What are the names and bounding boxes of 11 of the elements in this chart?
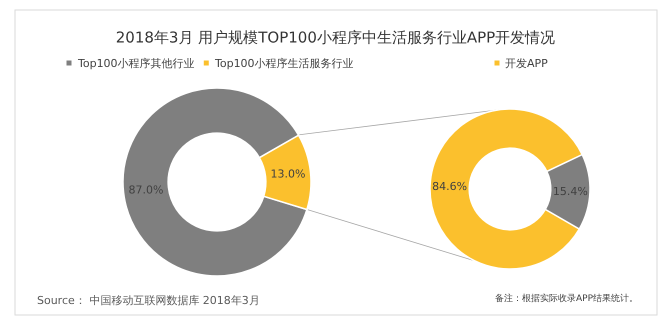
data-label: 87.0% (128, 183, 164, 196)
donut-slice (122, 87, 308, 277)
legend-label: 开发APP (505, 57, 548, 70)
legend-label: Top100小程序其他行业 (77, 57, 195, 70)
chart-title: 2018年3月 用户规模TOP100小程序中生活服务行业APP开发情况 (116, 28, 556, 46)
data-label: 15.4% (552, 184, 588, 198)
text: 备注：根据实际收录APP结果统计。 (495, 293, 638, 304)
source-note: Source： 中国移动互联网数据库 2018年3月 (37, 294, 260, 307)
legend-label: Top100小程序生活服务行业 (214, 57, 354, 70)
data-label: 13.0% (270, 168, 306, 181)
data-label: 84.6% (432, 180, 468, 194)
